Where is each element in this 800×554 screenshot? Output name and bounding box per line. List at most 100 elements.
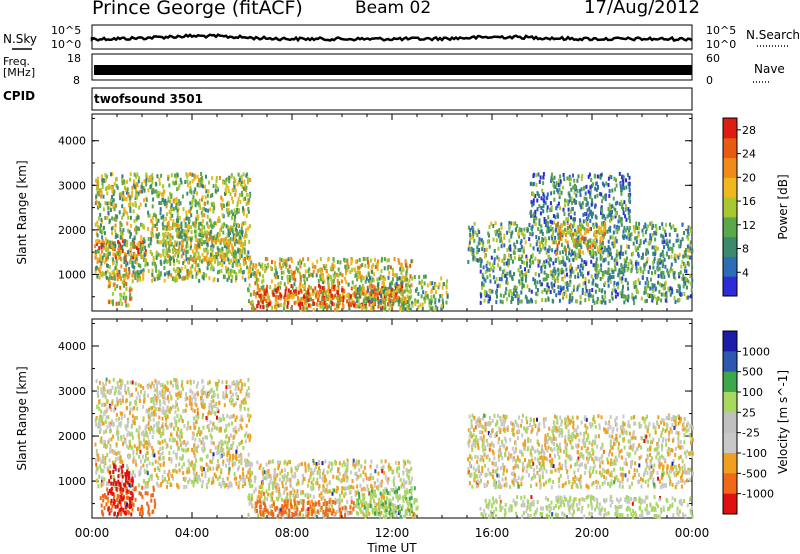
range-cell: [156, 239, 159, 244]
range-cell: [284, 261, 287, 266]
range-cell: [187, 425, 190, 430]
range-cell: [201, 252, 204, 257]
range-cell: [637, 231, 640, 236]
range-cell: [95, 239, 98, 244]
range-cell: [227, 185, 230, 190]
range-cell: [626, 172, 629, 177]
range-cell: [239, 243, 242, 248]
range-cell: [687, 236, 690, 241]
range-cell: [545, 273, 548, 278]
range-cell: [616, 282, 618, 287]
range-cell: [202, 413, 204, 418]
range-cell: [374, 257, 376, 262]
range-cell: [374, 292, 377, 297]
range-cell: [182, 230, 185, 235]
range-cell: [581, 266, 584, 271]
range-cell: [338, 294, 341, 299]
range-cell: [429, 307, 432, 312]
range-cell: [101, 478, 103, 483]
range-cell: [349, 270, 352, 274]
range-cell: [690, 288, 693, 293]
range-cell: [244, 196, 246, 201]
range-cell: [151, 261, 154, 266]
range-cell: [131, 260, 134, 265]
range-cell: [376, 263, 379, 268]
range-cell: [141, 222, 144, 227]
range-cell: [130, 223, 133, 228]
range-cell: [611, 215, 614, 220]
range-cell: [263, 294, 265, 299]
range-cell: [594, 194, 597, 199]
range-cell: [408, 303, 411, 308]
range-cell: [305, 290, 308, 295]
range-cell: [324, 291, 327, 296]
range-cell: [547, 215, 550, 220]
range-cell: [113, 241, 116, 245]
range-cell: [234, 188, 237, 193]
range-cell: [625, 244, 628, 249]
range-cell: [198, 238, 201, 243]
range-cell: [528, 288, 531, 293]
range-cell: [508, 238, 511, 243]
range-cell: [587, 248, 590, 253]
range-cell: [568, 174, 571, 179]
range-cell: [681, 237, 684, 242]
range-cell: [607, 183, 610, 187]
range-cell: [226, 208, 229, 213]
range-cell: [357, 287, 360, 292]
range-cell: [529, 210, 532, 215]
range-cell: [401, 275, 404, 280]
range-cell: [386, 266, 389, 271]
range-cell: [553, 175, 556, 180]
range-cell: [614, 187, 617, 192]
range-cell: [551, 233, 554, 238]
range-cell: [678, 252, 681, 257]
range-cell: [662, 271, 665, 276]
range-cell: [493, 249, 496, 253]
range-cell: [691, 248, 694, 253]
range-cell: [644, 290, 647, 295]
range-cell: [521, 281, 524, 285]
range-cell: [197, 444, 200, 449]
range-cell: [469, 227, 472, 232]
range-cell: [272, 292, 275, 297]
range-cell: [115, 412, 118, 417]
range-cell: [288, 270, 291, 275]
range-cell: [242, 172, 245, 177]
range-cell: [598, 225, 601, 230]
range-cell: [337, 267, 340, 272]
range-cell: [240, 177, 243, 182]
range-cell: [295, 292, 298, 297]
range-cell: [101, 393, 104, 398]
range-cell: [192, 421, 195, 426]
range-cell: [612, 206, 615, 211]
range-cell: [234, 249, 237, 254]
range-cell: [573, 222, 576, 227]
range-cell: [212, 201, 215, 206]
range-cell: [679, 292, 682, 297]
range-cell: [286, 301, 289, 305]
range-cell: [114, 386, 117, 391]
range-cell: [173, 248, 176, 252]
range-cell: [574, 200, 577, 205]
range-cell: [244, 242, 246, 247]
range-cell: [125, 303, 128, 308]
range-cell: [94, 458, 97, 462]
range-cell: [165, 248, 168, 253]
range-cell: [607, 176, 610, 181]
range-cell: [628, 175, 631, 180]
range-cell: [322, 303, 325, 308]
range-cell: [535, 216, 538, 221]
range-cell: [391, 277, 394, 282]
range-cell: [231, 187, 234, 192]
range-cell: [497, 283, 500, 288]
range-cell: [255, 277, 258, 282]
range-cell: [201, 227, 203, 232]
range-cell: [157, 269, 160, 274]
range-cell: [576, 178, 579, 183]
range-cell: [217, 237, 219, 242]
range-cell: [639, 238, 642, 243]
range-cell: [546, 205, 549, 210]
range-cell: [356, 296, 359, 301]
range-cell: [388, 297, 390, 302]
